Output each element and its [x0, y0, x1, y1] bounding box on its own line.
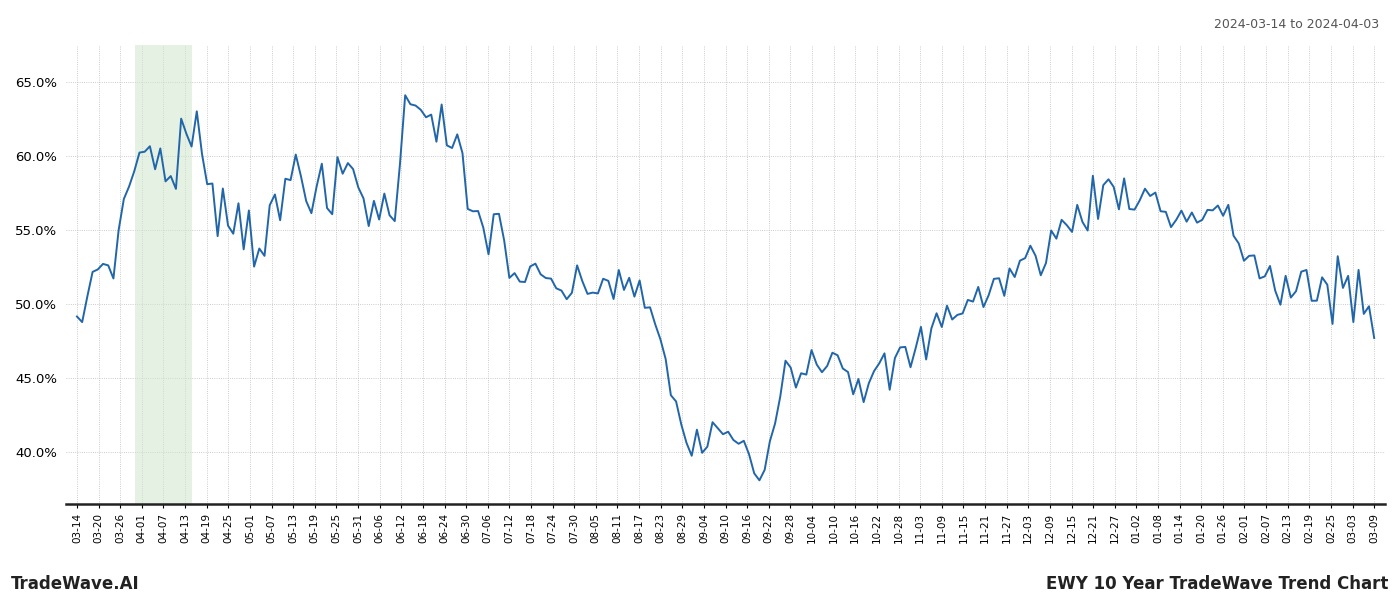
Text: 2024-03-14 to 2024-04-03: 2024-03-14 to 2024-04-03 [1214, 18, 1379, 31]
Text: TradeWave.AI: TradeWave.AI [11, 575, 140, 593]
Bar [136, 45, 192, 504]
Text: EWY 10 Year TradeWave Trend Chart: EWY 10 Year TradeWave Trend Chart [1046, 575, 1389, 593]
